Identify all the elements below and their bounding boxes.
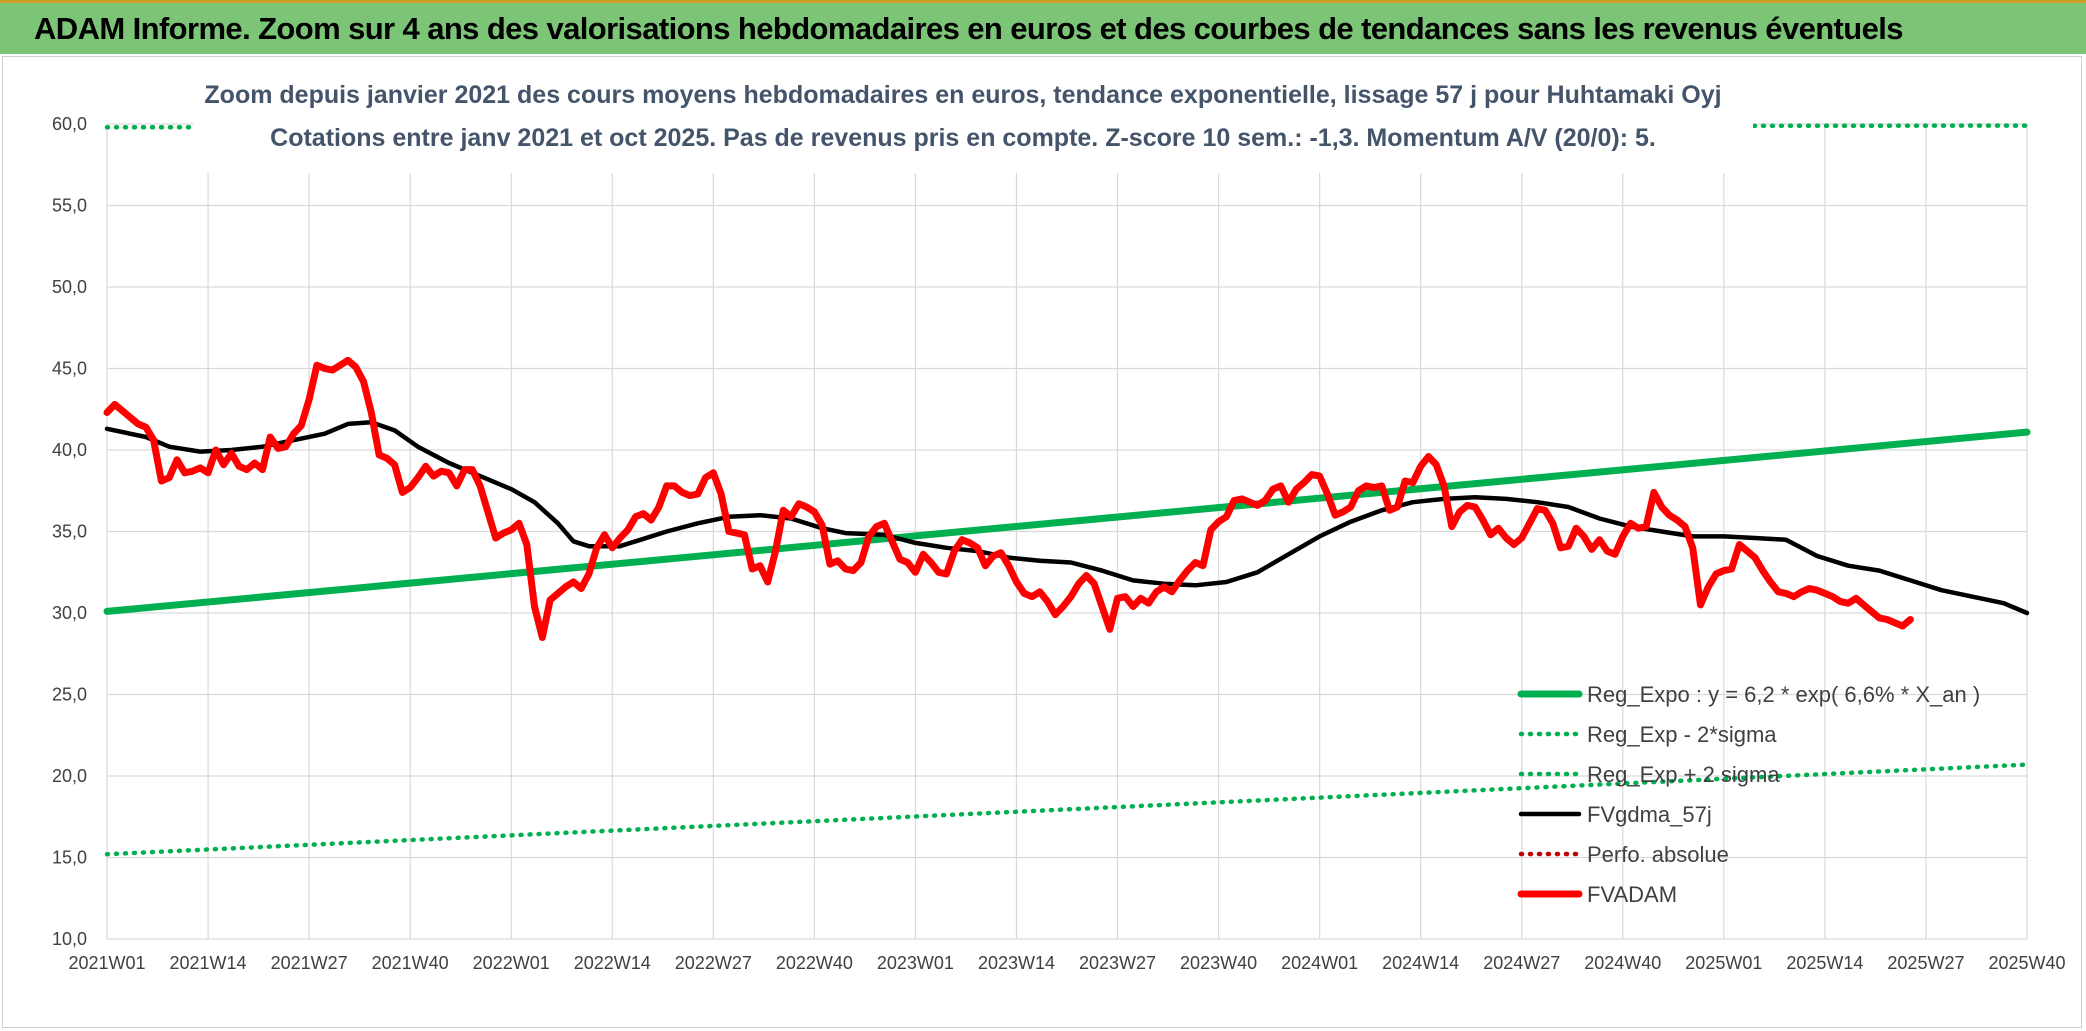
x-axis-ticks: 2021W01 2021W14 2021W27 2021W40 2022W01 2022W…	[68, 953, 2065, 973]
series-line-6	[103, 356, 1914, 641]
x-tick-label: 2022W40	[776, 953, 853, 973]
legend-label: Reg_Exp + 2 sigma	[1587, 762, 1780, 787]
x-tick-label: 2024W14	[1382, 953, 1459, 973]
chart-svg: 10,0 15,0 20,0 25,0 30,0 35,0 40,0 45,0 50,0 55,0…	[52, 73, 2066, 973]
legend-label: Perfo. absolue	[1587, 842, 1729, 867]
report-title-banner: ADAM Informe. Zoom sur 4 ans des valoris…	[0, 0, 2086, 54]
y-tick-label: 20,0	[52, 766, 87, 786]
legend-label: FVgdma_57j	[1587, 802, 1712, 827]
legend-label: FVADAM	[1587, 882, 1677, 907]
y-axis-ticks: 10,0 15,0 20,0 25,0 30,0 35,0 40,0 45,0 50,0 55,0…	[52, 114, 87, 949]
x-tick-label: 2022W01	[473, 953, 550, 973]
y-tick-label: 60,0	[52, 114, 87, 134]
y-tick-label: 10,0	[52, 929, 87, 949]
chart-title: Zoom depuis janvier 2021 des cours moyen…	[204, 81, 1721, 109]
chart-frame: 10,0 15,0 20,0 25,0 30,0 35,0 40,0 45,0 50,0 55,0…	[2, 56, 2082, 1028]
x-tick-label: 2025W01	[1685, 953, 1762, 973]
x-tick-label: 2025W40	[1988, 953, 2065, 973]
x-tick-label: 2023W14	[978, 953, 1055, 973]
legend: Reg_Expo : y = 6,2 * exp( 6,6% * X_an ) R…	[1517, 682, 1980, 907]
chart-subtitle: Cotations entre janv 2021 et oct 2025. P…	[270, 124, 1656, 152]
x-tick-label: 2023W40	[1180, 953, 1257, 973]
y-tick-label: 30,0	[52, 603, 87, 623]
y-tick-label: 45,0	[52, 359, 87, 379]
y-tick-label: 15,0	[52, 848, 87, 868]
y-tick-label: 50,0	[52, 277, 87, 297]
x-tick-label: 2024W01	[1281, 953, 1358, 973]
title-background	[193, 73, 1753, 173]
x-tick-label: 2023W01	[877, 953, 954, 973]
legend-label: Reg_Exp - 2*sigma	[1587, 722, 1777, 747]
x-tick-label: 2022W27	[675, 953, 752, 973]
x-tick-label: 2023W27	[1079, 953, 1156, 973]
x-tick-label: 2022W14	[574, 953, 651, 973]
series-line-2	[104, 762, 2030, 857]
series-line-1	[103, 428, 2031, 615]
x-tick-label: 2025W14	[1786, 953, 1863, 973]
y-tick-label: 25,0	[52, 685, 87, 705]
x-tick-label: 2024W40	[1584, 953, 1661, 973]
gridlines	[106, 123, 2028, 940]
series-line-4	[104, 420, 2030, 616]
legend-label: Reg_Expo : y = 6,2 * exp( 6,6% * X_an )	[1587, 682, 1980, 707]
x-tick-label: 2021W14	[170, 953, 247, 973]
y-tick-label: 55,0	[52, 196, 87, 216]
x-tick-label: 2024W27	[1483, 953, 1560, 973]
x-tick-label: 2025W27	[1887, 953, 1964, 973]
x-tick-label: 2021W01	[68, 953, 145, 973]
x-tick-label: 2021W40	[372, 953, 449, 973]
y-tick-label: 35,0	[52, 522, 87, 542]
y-tick-label: 40,0	[52, 440, 87, 460]
x-tick-label: 2021W27	[271, 953, 348, 973]
